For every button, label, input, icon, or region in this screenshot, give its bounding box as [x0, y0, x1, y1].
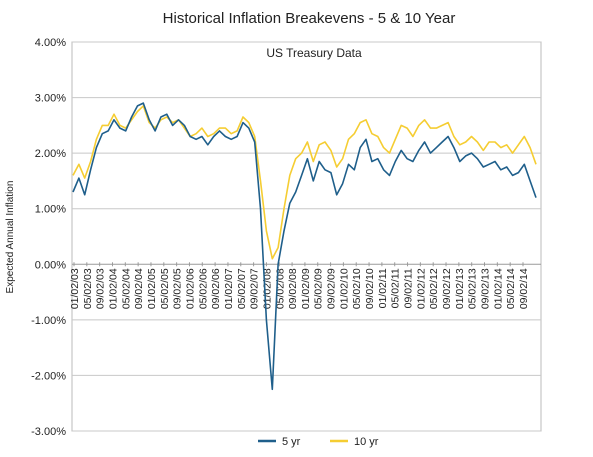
x-tick-label: 09/02/05 — [172, 268, 184, 309]
chart-title: Historical Inflation Breakevens - 5 & 10… — [163, 10, 456, 27]
x-tick-label: 05/02/13 — [467, 268, 479, 309]
x-tick-label: 05/02/04 — [120, 268, 132, 309]
x-tick-label: 09/02/10 — [364, 268, 376, 309]
x-tick-label: 05/02/12 — [428, 268, 440, 309]
x-tick-label: 01/02/05 — [146, 268, 158, 309]
series-lines — [72, 102, 537, 391]
x-tick-label: 01/02/06 — [184, 268, 196, 309]
x-tick-label: 01/02/07 — [223, 268, 235, 309]
y-tick-label: -3.00% — [31, 426, 66, 438]
legend-label: 10 yr — [354, 436, 379, 448]
x-tick-label: 09/02/04 — [133, 268, 145, 309]
x-tick-label: 05/02/10 — [351, 268, 363, 309]
gridlines — [71, 41, 542, 432]
legend: 5 yr 10 yr — [258, 436, 379, 448]
y-tick-label: 2.00% — [35, 148, 66, 160]
x-tick-label: 05/02/11 — [390, 268, 402, 308]
x-tick-label: 01/02/10 — [338, 268, 350, 309]
plot-frame — [71, 41, 542, 432]
x-tick-label: 09/02/12 — [441, 268, 453, 309]
x-tick-label: 09/02/09 — [326, 268, 338, 309]
series-line-10-yr — [72, 105, 537, 260]
y-tick-label: -1.00% — [31, 315, 66, 327]
x-tick-label: 09/02/14 — [518, 268, 530, 309]
x-tick-label: 01/02/14 — [492, 268, 504, 309]
x-tick-label: 09/02/13 — [480, 268, 492, 309]
x-tick-label: 01/02/12 — [415, 268, 427, 309]
x-tick-label: 09/02/07 — [249, 268, 261, 309]
x-tick-label: 05/02/07 — [236, 268, 248, 309]
x-tick-labels: 01/02/03 05/02/03 09/02/03 01/02/04 05/02/04… — [69, 262, 530, 309]
x-tick-label: 09/02/06 — [210, 268, 222, 309]
y-tick-label: 1.00% — [35, 204, 66, 216]
x-tick-label: 01/02/04 — [107, 268, 119, 309]
x-tick-label: 05/02/06 — [197, 268, 209, 309]
x-tick-label: 01/02/03 — [69, 268, 81, 309]
y-axis-label: Expected Annual Inflation — [5, 181, 16, 294]
x-tick-label: 05/02/09 — [313, 268, 325, 309]
y-tick-label: 0.00% — [35, 259, 66, 271]
chart-subtitle: US Treasury Data — [266, 46, 362, 60]
x-tick-label: 09/02/08 — [287, 268, 299, 309]
legend-label: 5 yr — [282, 436, 301, 448]
x-tick-label: 05/02/03 — [82, 268, 94, 309]
x-tick-label: 01/02/11 — [377, 268, 389, 308]
x-tick-label: 09/02/11 — [403, 268, 415, 308]
x-tick-label: 01/02/09 — [300, 268, 312, 309]
y-tick-label: 3.00% — [35, 93, 66, 105]
y-tick-label: 4.00% — [35, 37, 66, 49]
x-tick-label: 09/02/03 — [95, 268, 107, 309]
y-tick-labels: 4.00% 3.00% 2.00% 1.00% 0.00% -1.00% -2.00% -3.… — [31, 37, 66, 438]
series-line-5-yr — [72, 102, 537, 391]
x-tick-label: 05/02/05 — [159, 268, 171, 309]
x-tick-label: 05/02/14 — [505, 268, 517, 309]
x-tick-label: 01/02/13 — [454, 268, 466, 309]
y-tick-label: -2.00% — [31, 370, 66, 382]
